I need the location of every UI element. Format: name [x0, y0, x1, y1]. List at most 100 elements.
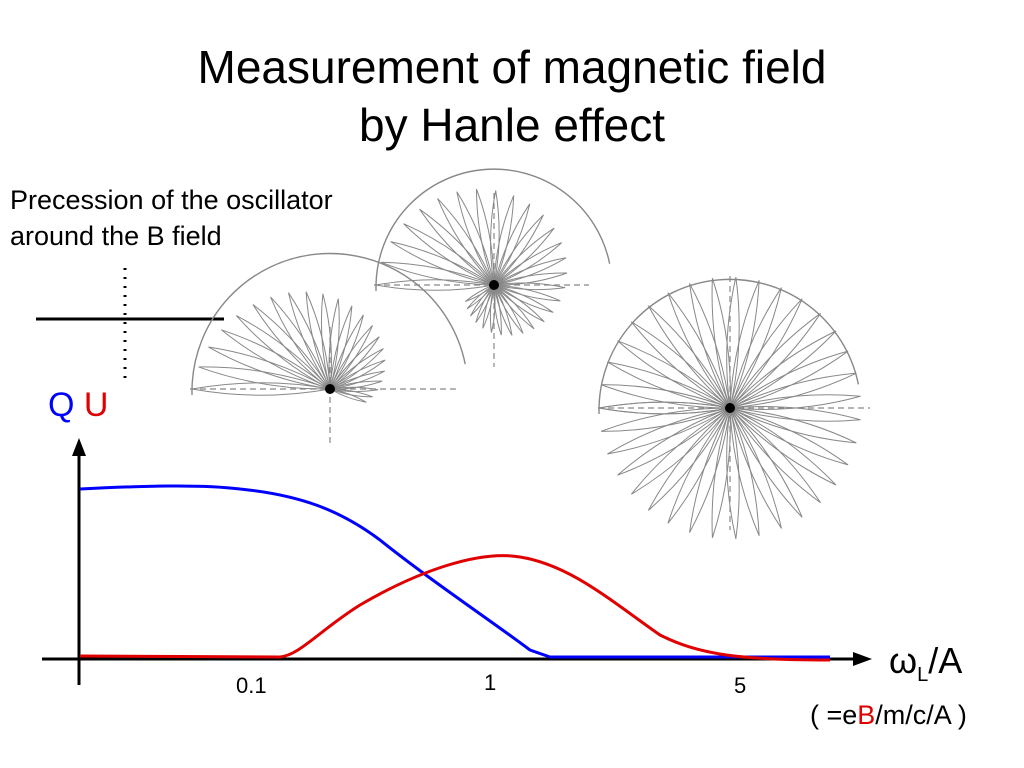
title-line-1: Measurement of magnetic field [197, 41, 827, 93]
oscillator-petal [493, 284, 554, 313]
oscillator-petal [689, 407, 731, 533]
x-axis-label: ωL/A [889, 640, 962, 687]
oscillator-petal [729, 407, 837, 486]
oscillator-petal [470, 284, 495, 317]
oscillator-petal [729, 394, 861, 410]
oscillator-petal [647, 407, 731, 511]
y-axis-arrowhead [72, 438, 86, 456]
u-label: U [83, 386, 109, 424]
oscillator-petal [607, 361, 731, 409]
oscillator-petal [475, 284, 495, 323]
oscillator-petal [320, 293, 332, 390]
oscillator-petal [711, 278, 731, 409]
oscillator-petal [493, 282, 566, 291]
center-dot [725, 403, 735, 413]
oscillator-petal [329, 348, 384, 390]
oscillator-petal [667, 292, 731, 409]
oscillator-petal [729, 407, 782, 529]
precession-diagram-small [190, 252, 466, 447]
caption-line-2: around the B field [10, 221, 222, 251]
u-curve [79, 554, 831, 662]
oscillator-petal [493, 214, 544, 286]
oscillator-petal [729, 407, 803, 518]
oscillator-petal [729, 280, 760, 409]
oscillator-petal [465, 284, 495, 302]
oscillator-petal [729, 298, 803, 409]
precession-diagram-medium [374, 168, 611, 367]
oscillator-petal [630, 407, 731, 495]
oscillator-petal [667, 407, 731, 524]
oscillator-petal [726, 407, 740, 539]
oscillator-petal [729, 407, 821, 504]
precession-diagram-large [598, 276, 870, 539]
oscillator-petal [329, 305, 353, 390]
oscillator-petal [607, 407, 731, 455]
oscillator-petal [689, 283, 731, 409]
oscillator-petal [287, 292, 331, 390]
oscillator-petal [220, 329, 331, 390]
oscillator-petal [600, 407, 731, 432]
oscillator-petal [493, 284, 524, 334]
oscillator-petal [329, 380, 383, 390]
oscillator-petal [235, 315, 331, 390]
caption-line-1: Precession of the oscillator [10, 185, 333, 215]
oscillator-petal [729, 287, 782, 409]
oscillator-petal [475, 188, 495, 286]
oscillator-petal [493, 227, 555, 286]
oscillator-petal [381, 261, 495, 286]
oscillator-petal [329, 388, 373, 398]
oscillator-petal [729, 312, 821, 409]
oscillator-petal [711, 407, 731, 538]
envelope-arc [598, 278, 860, 409]
x-tick-label: 5 [734, 673, 747, 698]
oscillator-petal [729, 330, 837, 409]
slide-title: Measurement of magnetic field by Hanle e… [0, 38, 1024, 154]
oscillator-petal [617, 340, 731, 409]
oscillator-petal [493, 284, 561, 302]
oscillator-petal [493, 257, 567, 286]
q-curve [79, 484, 830, 659]
omega-symbol: ω [889, 640, 918, 681]
oscillator-petal [329, 325, 374, 390]
oscillator-petal [329, 370, 385, 390]
oscillator-petal [437, 198, 495, 286]
oscillator-petal [466, 284, 495, 310]
oscillator-petal [729, 406, 861, 422]
oscillator-petal [419, 208, 495, 286]
center-dot [489, 280, 499, 290]
oscillator-petal [329, 388, 367, 403]
oscillator-petal [493, 272, 568, 286]
formula-note: ( =eB/m/c/A ) [810, 700, 967, 731]
y-axis-label: Q U [48, 386, 108, 425]
oscillator-petal [647, 305, 731, 409]
x-tick-label: 0.1 [236, 673, 267, 698]
oscillator-petal [208, 346, 331, 390]
precession-caption: Precession of the oscillator around the … [10, 182, 333, 254]
envelope-arc [375, 168, 611, 286]
oscillator-petal [198, 366, 331, 390]
oscillator-petal [489, 284, 496, 333]
oscillator-petal [328, 298, 340, 390]
oscillator-petal [493, 284, 535, 330]
envelope-arc [191, 252, 466, 390]
oscillator-petal [493, 195, 515, 286]
oscillator-petal [403, 223, 495, 286]
oscillator-petal [390, 241, 495, 286]
oscillator-petal [729, 407, 849, 466]
oscillator-petal [493, 284, 513, 336]
omega-subscript: L [917, 664, 929, 687]
x-axis-arrowhead [853, 652, 872, 666]
oscillator-petal [726, 277, 740, 409]
oscillator-petal [493, 242, 563, 286]
oscillator-petal [729, 372, 857, 409]
oscillator-petal [305, 291, 331, 390]
oscillator-petal [490, 190, 500, 286]
oscillator-petal [252, 304, 331, 390]
formula-b: B [857, 700, 876, 730]
oscillator-petal [493, 203, 531, 286]
q-label: Q [48, 386, 75, 424]
title-line-2: by Hanle effect [358, 99, 665, 151]
oscillator-petal [729, 407, 857, 444]
oscillator-petal [493, 284, 502, 336]
